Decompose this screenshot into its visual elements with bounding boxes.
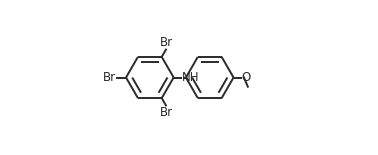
Text: NH: NH bbox=[181, 71, 199, 84]
Text: Br: Br bbox=[160, 36, 172, 49]
Text: O: O bbox=[242, 71, 251, 84]
Text: Br: Br bbox=[160, 106, 172, 119]
Text: Br: Br bbox=[103, 71, 116, 84]
